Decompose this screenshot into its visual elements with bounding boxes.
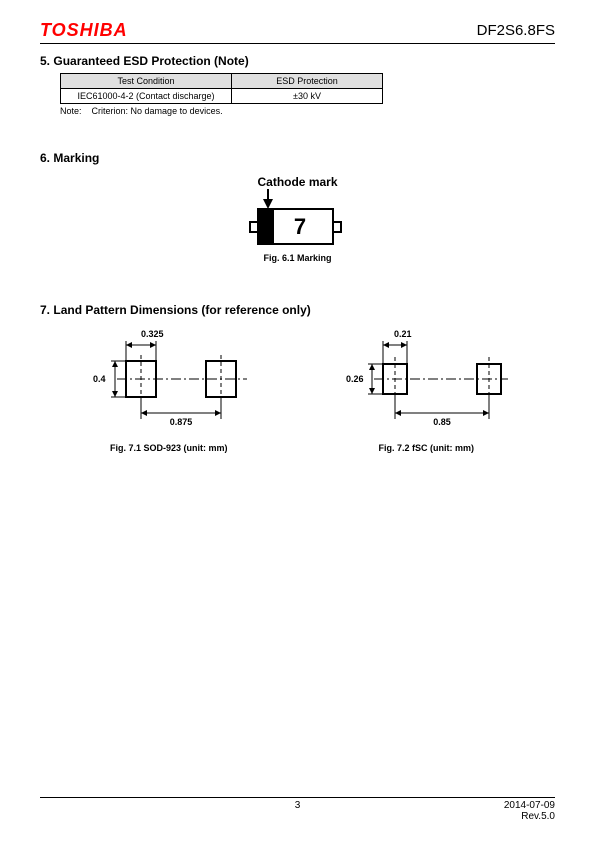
marking-char: 7	[293, 214, 305, 239]
svg-text:0.875: 0.875	[169, 417, 192, 427]
note-label: Note:	[60, 106, 82, 116]
svg-text:0.26: 0.26	[346, 374, 364, 384]
fig72-diagram: 0.21 0.26	[336, 327, 516, 437]
marking-figure: Cathode mark 7 Fig. 6.1 Marking	[40, 175, 555, 263]
footer-date: 2014-07-09	[504, 800, 555, 811]
esd-col1-head: Test Condition	[61, 74, 232, 89]
section5-num: 5.	[40, 54, 50, 68]
part-number: DF2S6.8FS	[477, 22, 555, 39]
esd-note: Note: Criterion: No damage to devices.	[60, 106, 555, 116]
footer-rev: Rev.5.0	[521, 811, 555, 822]
section7-title: Land Pattern Dimensions (for reference o…	[53, 303, 310, 317]
fig71-caption: Fig. 7.1 SOD-923 (unit: mm)	[110, 443, 228, 453]
marking-diagram: 7	[238, 189, 358, 249]
esd-col2-val: ±30 kV	[232, 89, 383, 104]
fig72-caption: Fig. 7.2 fSC (unit: mm)	[379, 443, 475, 453]
svg-text:0.85: 0.85	[433, 417, 451, 427]
section7-num: 7.	[40, 303, 50, 317]
page-header: TOSHIBA DF2S6.8FS	[40, 20, 555, 44]
fig61-caption: Fig. 6.1 Marking	[263, 253, 331, 263]
esd-col2-head: ESD Protection	[232, 74, 383, 89]
fig71-diagram: 0.325 0.4	[79, 327, 259, 437]
section6-heading: 6. Marking	[40, 151, 555, 165]
section5-title: Guaranteed ESD Protection (Note)	[53, 54, 248, 68]
cathode-label: Cathode mark	[257, 175, 337, 189]
svg-text:0.21: 0.21	[394, 329, 412, 339]
footer: 3 2014-07-09 Rev.5.0	[40, 797, 555, 822]
section6-num: 6.	[40, 151, 50, 165]
esd-table: Test Condition ESD Protection IEC61000-4…	[60, 73, 383, 104]
svg-text:0.4: 0.4	[93, 374, 106, 384]
logo: TOSHIBA	[40, 20, 128, 41]
fig72-block: 0.21 0.26	[336, 327, 516, 453]
page-number: 3	[295, 800, 301, 811]
land-patterns-row: 0.325 0.4	[40, 327, 555, 453]
esd-col1-val: IEC61000-4-2 (Contact discharge)	[61, 89, 232, 104]
section7-heading: 7. Land Pattern Dimensions (for referenc…	[40, 303, 555, 317]
footer-right: 2014-07-09 Rev.5.0	[504, 800, 555, 822]
note-text: Criterion: No damage to devices.	[92, 106, 223, 116]
fig71-block: 0.325 0.4	[79, 327, 259, 453]
section5-heading: 5. Guaranteed ESD Protection (Note)	[40, 54, 555, 68]
section6-title: Marking	[53, 151, 99, 165]
svg-text:0.325: 0.325	[141, 329, 164, 339]
